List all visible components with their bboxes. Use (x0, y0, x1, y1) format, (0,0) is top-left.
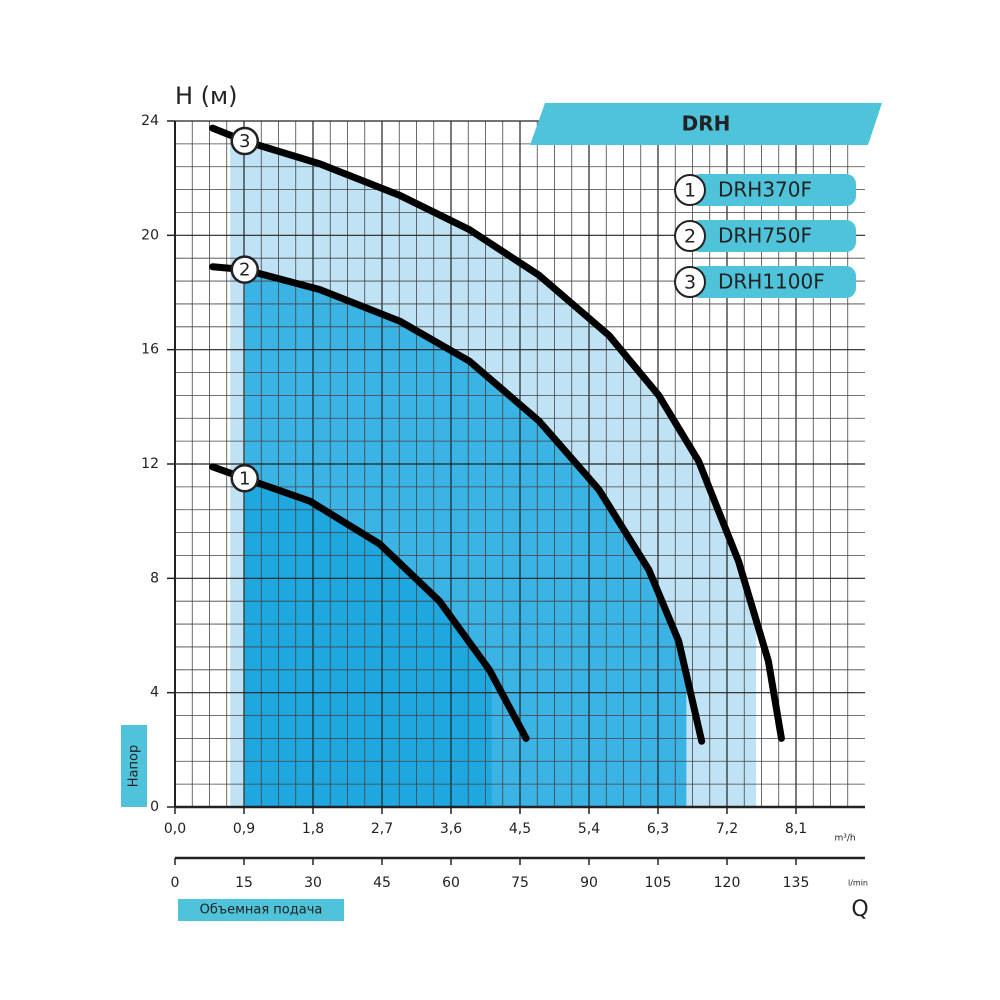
x2-tick-label: 90 (580, 875, 598, 891)
x-symbol: Q (851, 897, 868, 922)
x2-tick-label: 0 (171, 875, 180, 891)
curve-marker-label: 2 (239, 260, 250, 281)
y-tick-label: 16 (141, 342, 159, 358)
legend-pill (690, 174, 856, 206)
curve-marker-label: 3 (239, 131, 250, 152)
y-tick-label: 12 (141, 456, 159, 472)
x2-tick-label: 120 (714, 875, 741, 891)
x2-tick-label: 105 (645, 875, 672, 891)
x-tick-label: 2,7 (371, 821, 393, 837)
y-caption-box (121, 725, 147, 807)
pump-curve (209, 263, 706, 745)
curve-marker (230, 464, 260, 493)
legend-marker (674, 266, 706, 298)
x-tick-label: 4,5 (509, 821, 531, 837)
x2-tick-label: 15 (235, 875, 253, 891)
legend-marker-label: 2 (684, 226, 696, 248)
x-caption: Объемная подача (200, 903, 323, 918)
x2-tick-label: 135 (783, 875, 810, 891)
x2-tick-label: 60 (442, 875, 460, 891)
x-tick-label: 5,4 (578, 821, 600, 837)
x-tick-label: 7,2 (716, 821, 738, 837)
pump-curve (209, 124, 785, 742)
curve-marker (230, 255, 260, 284)
legend-label: DRH750F (718, 224, 812, 248)
y-tick-label: 24 (141, 113, 159, 129)
legend-marker (674, 174, 706, 206)
legend-pill (690, 266, 856, 298)
curve-marker-label: 1 (239, 468, 250, 489)
y-tick-label: 8 (150, 570, 159, 586)
y-tick-label: 4 (150, 685, 159, 701)
x-caption-box (178, 899, 344, 921)
x-tick-label: 1,8 (302, 821, 324, 837)
legend-label: DRH1100F (718, 270, 825, 294)
x-tick-label: 8,1 (785, 821, 807, 837)
legend-marker (674, 220, 706, 252)
x-tick-label: 0,9 (233, 821, 255, 837)
x2-tick-label: 45 (373, 875, 391, 891)
grid (174, 120, 865, 808)
x2-unit: l/min (848, 879, 868, 888)
legend-pill (690, 220, 856, 252)
y-axis-label: H (м) (175, 82, 238, 110)
x2-tick-label: 75 (511, 875, 529, 891)
legend-marker-label: 1 (684, 180, 696, 202)
x-tick-label: 0,0 (164, 821, 186, 837)
legend-marker-label: 3 (684, 272, 696, 294)
x-tick-label: 6,3 (647, 821, 669, 837)
x-unit: m³/h (834, 834, 855, 844)
y-tick-label: 0 (150, 799, 159, 815)
title-banner (530, 103, 882, 145)
curve-marker (230, 126, 260, 156)
chart-title: DRH (682, 112, 731, 136)
legend-label: DRH370F (718, 178, 812, 202)
legend: 1 DRH370F 2 DRH750F 3 DRH1100F (674, 174, 856, 298)
x2-tick-label: 30 (304, 875, 322, 891)
y-caption: Напор (127, 745, 142, 787)
y-tick-label: 20 (141, 227, 159, 243)
x-tick-label: 3,6 (440, 821, 462, 837)
